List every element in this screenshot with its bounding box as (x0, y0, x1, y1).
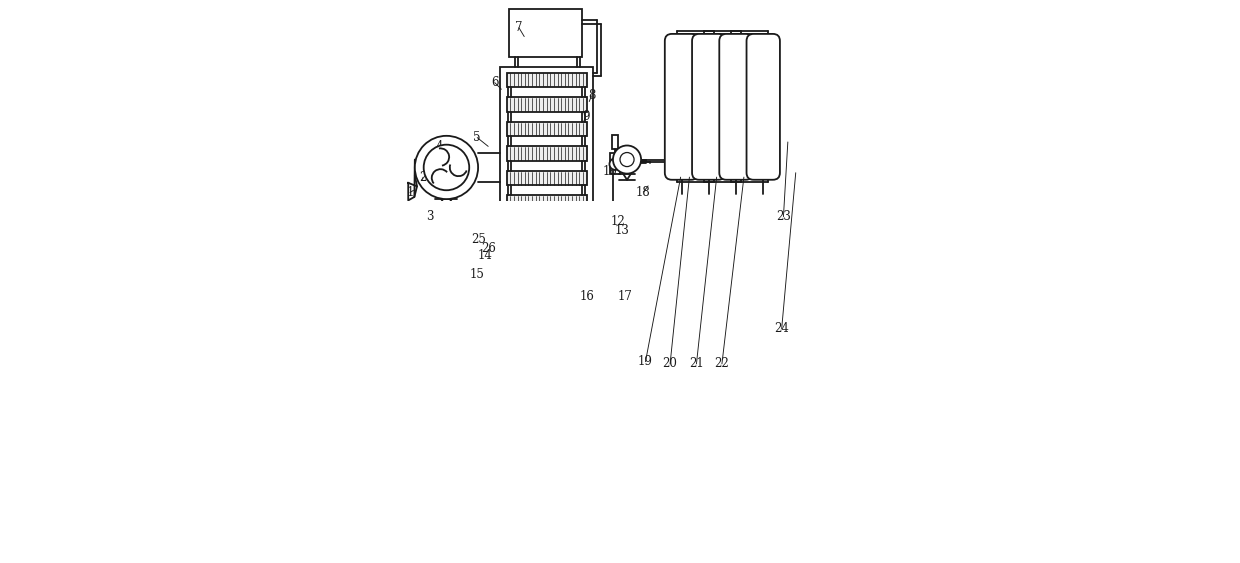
Text: 16: 16 (579, 290, 594, 303)
Text: 15: 15 (470, 268, 485, 281)
Text: 25: 25 (471, 234, 486, 247)
Text: 18: 18 (636, 186, 651, 199)
FancyBboxPatch shape (665, 34, 698, 180)
Text: 17: 17 (618, 290, 632, 303)
Text: 4: 4 (435, 140, 443, 153)
Bar (507, 122, 587, 136)
Text: 14: 14 (477, 249, 492, 262)
Text: 21: 21 (689, 358, 704, 370)
Text: 7: 7 (515, 21, 523, 34)
Text: 23: 23 (776, 210, 791, 223)
Bar (501, 68, 593, 225)
Circle shape (415, 136, 479, 199)
FancyBboxPatch shape (692, 34, 725, 180)
Bar (507, 171, 587, 185)
Text: 22: 22 (714, 358, 729, 370)
Text: 10: 10 (603, 166, 618, 178)
Text: 5: 5 (474, 131, 481, 144)
Text: 1: 1 (407, 186, 414, 199)
Circle shape (613, 145, 641, 173)
Text: 3: 3 (427, 210, 434, 223)
Text: 2: 2 (419, 171, 427, 184)
Bar (507, 97, 587, 112)
Text: 6: 6 (491, 76, 498, 89)
Bar (507, 195, 587, 210)
Text: 26: 26 (481, 242, 496, 255)
Bar (610, 153, 620, 173)
Circle shape (620, 153, 634, 167)
Text: 13: 13 (614, 224, 629, 237)
Text: 19: 19 (639, 355, 653, 368)
Text: 8: 8 (588, 90, 595, 102)
Text: 9: 9 (582, 110, 589, 123)
Bar (507, 73, 587, 87)
Bar (510, 10, 582, 57)
Polygon shape (408, 183, 417, 200)
Text: 11: 11 (614, 152, 629, 165)
Text: 20: 20 (662, 358, 677, 370)
FancyBboxPatch shape (746, 34, 780, 180)
Text: 12: 12 (611, 215, 626, 227)
Text: 24: 24 (774, 322, 789, 335)
Circle shape (609, 158, 621, 170)
Bar (613, 135, 619, 149)
Circle shape (424, 145, 469, 190)
Bar (496, 237, 598, 287)
FancyBboxPatch shape (719, 34, 753, 180)
Bar (507, 146, 587, 161)
